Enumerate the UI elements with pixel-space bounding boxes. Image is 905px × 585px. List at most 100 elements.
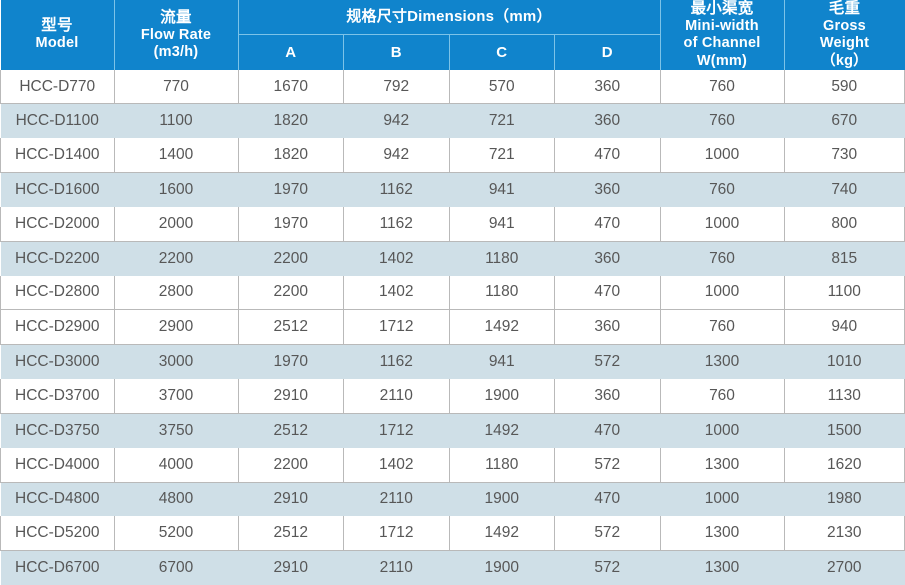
cell-model: HCC-D6700 — [0, 550, 114, 585]
cell-mini-width: 1300 — [660, 516, 785, 552]
cell-dimension-d: 360 — [554, 103, 660, 139]
table-row: HCC-D2900 2900 2512 1712 1492 360 760 940 — [0, 309, 905, 346]
cell-model: HCC-D2000 — [0, 206, 115, 242]
cell-dimension-c: 941 — [449, 206, 555, 242]
cell-flow-rate: 4000 — [114, 447, 239, 483]
header-dimension-d: D — [554, 34, 661, 70]
header-mini-width-en3: W(mm) — [696, 52, 748, 69]
cell-model: HCC-D3750 — [0, 413, 114, 448]
cell-model: HCC-D1600 — [0, 172, 114, 207]
cell-mini-width: 1300 — [660, 344, 784, 380]
cell-dimension-c: 1180 — [449, 447, 555, 483]
cell-gross-weight: 670 — [784, 103, 905, 139]
header-flow-rate-cn: 流量 — [160, 8, 192, 26]
cell-dimension-d: 360 — [554, 379, 661, 414]
table-row: HCC-D770 770 1670 792 570 360 760 590 — [0, 69, 905, 105]
table-row: HCC-D2000 2000 1970 1162 941 470 1000 800 — [0, 206, 905, 242]
cell-dimension-b: 942 — [343, 103, 449, 139]
cell-flow-rate: 2000 — [114, 206, 239, 242]
header-gross-weight-en2: Weight — [819, 35, 870, 52]
table-body: HCC-D770 770 1670 792 570 360 760 590 HCC-D1100 1… — [0, 69, 905, 585]
table-row: HCC-D2800 2800 2200 1402 1180 470 1000 1100 — [0, 275, 905, 311]
cell-dimension-a: 2200 — [238, 447, 344, 483]
header-gross-weight: 毛重 Gross Weight （kg） — [784, 0, 905, 70]
cell-dimension-b: 1402 — [343, 241, 449, 276]
cell-dimension-b: 1402 — [343, 447, 450, 483]
cell-dimension-a: 1970 — [238, 344, 344, 380]
cell-dimension-d: 470 — [554, 413, 660, 448]
cell-mini-width: 1000 — [660, 275, 785, 311]
header-flow-rate-en: Flow Rate — [140, 26, 212, 43]
cell-gross-weight: 1980 — [784, 482, 905, 517]
cell-gross-weight: 590 — [784, 69, 905, 105]
header-mini-width-cn: 最小渠宽 — [690, 0, 754, 17]
table-row: HCC-D4000 4000 2200 1402 1180 572 1300 1620 — [0, 447, 905, 483]
cell-dimension-a: 1670 — [238, 69, 344, 105]
cell-flow-rate: 1600 — [114, 172, 238, 207]
table-row: HCC-D1600 1600 1970 1162 941 360 760 740 — [0, 172, 905, 207]
cell-dimension-a: 2512 — [238, 516, 344, 552]
cell-dimension-b: 1162 — [343, 344, 449, 380]
table-row: HCC-D4800 4800 2910 2110 1900 470 1000 1980 — [0, 482, 905, 517]
cell-mini-width: 760 — [660, 241, 784, 276]
cell-dimension-a: 2200 — [238, 241, 344, 276]
header-flow-rate-unit: (m3/h) — [153, 43, 199, 60]
header-dimension-c: C — [449, 34, 555, 70]
cell-dimension-c: 1492 — [449, 516, 555, 552]
cell-model: HCC-D2800 — [0, 275, 115, 311]
cell-dimension-b: 1402 — [343, 275, 450, 311]
header-gross-weight-en3: （kg） — [821, 52, 868, 69]
cell-flow-rate: 1400 — [114, 138, 239, 174]
table-header: 型号 Model 流量 Flow Rate (m3/h) 规格尺寸Dimensi… — [0, 0, 905, 70]
cell-dimension-c: 570 — [449, 69, 555, 105]
cell-mini-width: 1000 — [660, 138, 785, 174]
cell-dimension-d: 360 — [554, 241, 660, 276]
header-dimension-b: B — [343, 34, 450, 70]
cell-dimension-b: 1162 — [343, 206, 450, 242]
cell-model: HCC-D3700 — [0, 379, 115, 414]
table-row: HCC-D2200 2200 2200 1402 1180 360 760 815 — [0, 241, 905, 276]
cell-flow-rate: 1100 — [114, 103, 238, 139]
header-flow-rate: 流量 Flow Rate (m3/h) — [114, 0, 239, 70]
cell-gross-weight: 815 — [784, 241, 905, 276]
cell-dimension-d: 470 — [554, 206, 661, 242]
cell-dimension-b: 792 — [343, 69, 450, 105]
cell-flow-rate: 770 — [114, 69, 239, 105]
cell-dimension-d: 572 — [554, 550, 660, 585]
header-gross-weight-en1: Gross — [823, 18, 866, 35]
cell-dimension-a: 1820 — [238, 103, 344, 139]
table-row: HCC-D3750 3750 2512 1712 1492 470 1000 1500 — [0, 413, 905, 448]
cell-dimension-c: 1492 — [449, 309, 555, 346]
cell-mini-width: 1300 — [660, 550, 784, 585]
cell-dimension-a: 2910 — [238, 379, 344, 414]
cell-flow-rate: 3700 — [114, 379, 239, 414]
cell-flow-rate: 6700 — [114, 550, 238, 585]
cell-flow-rate: 5200 — [114, 516, 239, 552]
table-row: HCC-D1400 1400 1820 942 721 470 1000 730 — [0, 138, 905, 174]
cell-mini-width: 1000 — [660, 482, 784, 517]
cell-dimension-b: 1712 — [343, 413, 449, 448]
cell-flow-rate: 3750 — [114, 413, 238, 448]
cell-dimension-a: 1970 — [238, 172, 344, 207]
cell-gross-weight: 730 — [784, 138, 905, 174]
cell-mini-width: 760 — [660, 69, 785, 105]
header-model-cn: 型号 — [41, 17, 73, 35]
cell-dimension-b: 1162 — [343, 172, 449, 207]
cell-dimension-a: 2910 — [238, 482, 344, 517]
cell-gross-weight: 1100 — [784, 275, 905, 311]
header-row-top: 型号 Model 流量 Flow Rate (m3/h) 规格尺寸Dimensi… — [0, 0, 905, 70]
cell-dimension-b: 2110 — [343, 379, 450, 414]
cell-model: HCC-D4000 — [0, 447, 115, 483]
cell-dimension-d: 470 — [554, 275, 661, 311]
cell-dimension-c: 1180 — [449, 275, 555, 311]
cell-dimension-c: 721 — [449, 138, 555, 174]
header-gross-weight-cn: 毛重 — [828, 0, 861, 17]
cell-model: HCC-D4800 — [0, 482, 114, 517]
cell-gross-weight: 1130 — [784, 379, 905, 414]
header-mini-width-en2: of Channel — [683, 35, 761, 52]
cell-flow-rate: 3000 — [114, 344, 238, 380]
cell-gross-weight: 1620 — [784, 447, 905, 483]
cell-dimension-c: 941 — [449, 344, 555, 380]
header-model: 型号 Model — [0, 0, 115, 70]
